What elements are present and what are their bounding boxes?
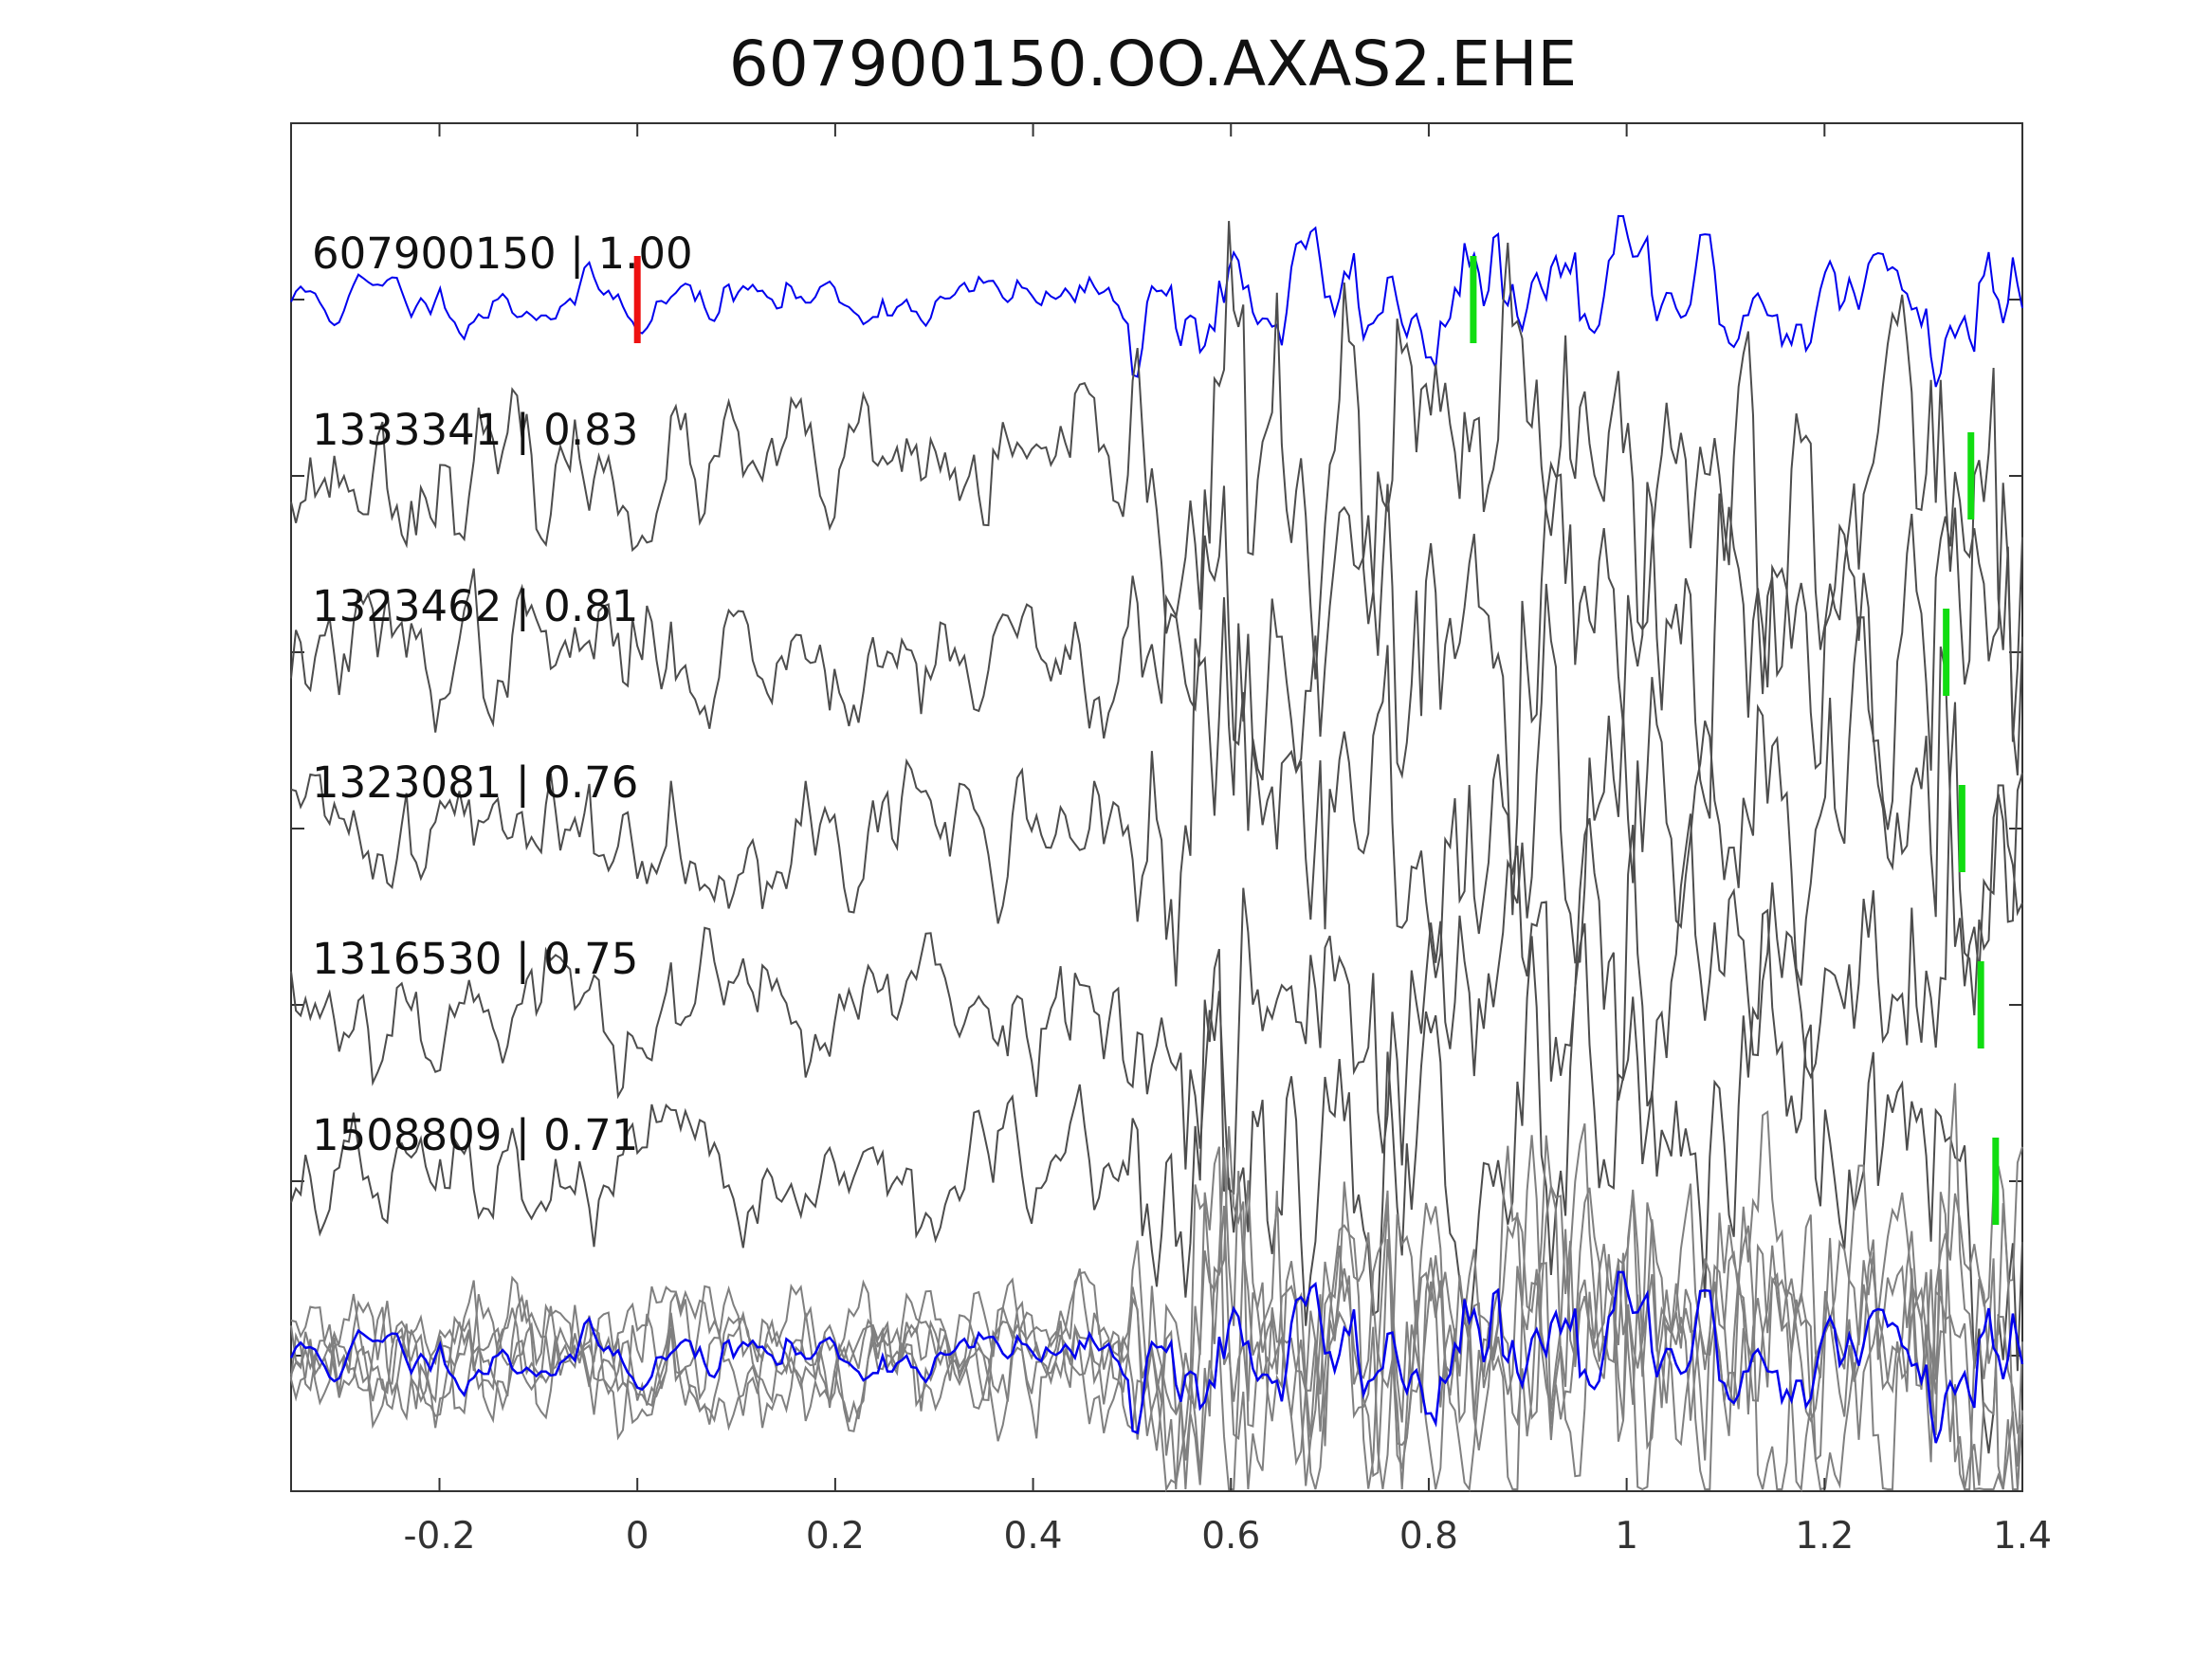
stack-trace-line — [290, 1083, 2023, 1490]
x-tick-label: 1.2 — [1795, 1515, 1854, 1558]
trace-label: 607900150 | 1.00 — [312, 228, 693, 279]
x-tick-label: -0.2 — [403, 1515, 475, 1558]
axes-box — [290, 122, 2023, 1492]
stack-template-line — [289, 1270, 2024, 1444]
trace-label: 1316530 | 0.75 — [312, 934, 638, 984]
trace-line — [290, 221, 2023, 742]
stack-trace-line — [290, 1110, 2023, 1492]
trace-label: 1323462 | 0.81 — [312, 581, 638, 631]
trace-line — [290, 583, 2023, 987]
stack-trace-line — [290, 1135, 2023, 1493]
x-axis-ticks: -0.2 0 0.2 0.4 0.6 0.8 1 1.2 1.4 — [403, 123, 2052, 1558]
trace-group — [289, 214, 2024, 1493]
x-tick-label: 1 — [1615, 1515, 1638, 1558]
trace-line — [290, 460, 2023, 916]
trace-line — [290, 908, 2023, 1454]
trace-line — [290, 214, 2023, 388]
trace-label: 1508809 | 0.71 — [312, 1110, 638, 1160]
trace-labels: 607900150 | 1.00 1333341 | 0.83 1323462 | … — [312, 228, 693, 1160]
x-tick-label: 0.4 — [1004, 1515, 1063, 1558]
x-tick-label: 0.2 — [806, 1515, 865, 1558]
chart-title: 607900150.OO.AXAS2.EHE — [729, 27, 1578, 100]
x-tick-label: 0 — [626, 1515, 649, 1558]
x-tick-label: 1.4 — [1993, 1515, 2052, 1558]
trace-label: 1323081 | 0.76 — [312, 757, 638, 808]
trace-label: 1333341 | 0.83 — [312, 405, 638, 455]
x-tick-label: 0.6 — [1201, 1515, 1260, 1558]
pick-markers — [633, 256, 2000, 1225]
trace-line — [290, 702, 2023, 1195]
x-tick-label: 0.8 — [1399, 1515, 1458, 1558]
